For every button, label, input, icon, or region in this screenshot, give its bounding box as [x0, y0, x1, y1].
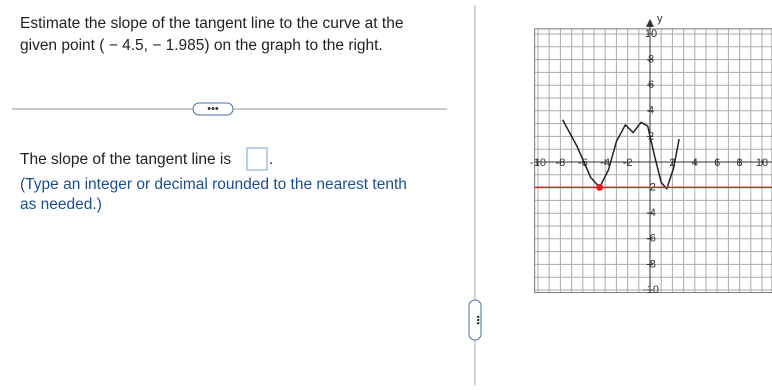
x-tick-label: -10 — [530, 157, 546, 169]
given-point — [596, 183, 604, 191]
x-tick-label: 4 — [692, 157, 698, 169]
axis-label: y — [657, 13, 663, 25]
y-tick-label: 2 — [648, 130, 654, 142]
y-tick-label: 10 — [645, 28, 657, 40]
answer-period: . — [269, 151, 273, 168]
x-tick-label: -8 — [556, 157, 566, 169]
handle-dots: ••• — [473, 315, 483, 324]
expand-button[interactable] — [192, 102, 234, 116]
x-tick-label: 6 — [714, 157, 720, 169]
expand-dots: ••• — [207, 103, 219, 115]
y-tick-label: 4 — [648, 105, 654, 117]
question-line: Estimate the slope of the tangent line t… — [20, 15, 403, 32]
plot-frame — [534, 28, 772, 294]
y-tick-label: 6 — [648, 79, 654, 91]
x-tick-label: 10 — [756, 157, 768, 169]
x-tick-label: -2 — [623, 157, 633, 169]
x-tick-label: -4 — [600, 157, 610, 169]
x-tick-label: 2 — [669, 157, 675, 169]
x-tick-label: -6 — [578, 157, 588, 169]
y-tick-label: -4 — [646, 207, 656, 219]
y-tick-label: -6 — [646, 233, 656, 245]
hint-line: as needed.) — [20, 196, 102, 213]
y-tick-label: 8 — [648, 54, 654, 66]
answer-prompt: The slope of the tangent line is — [20, 151, 231, 168]
y-tick-label: -10 — [643, 284, 659, 296]
y-tick-label: -8 — [646, 258, 656, 270]
hint-line: (Type an integer or decimal rounded to t… — [20, 176, 407, 193]
x-tick-label: 8 — [737, 157, 743, 169]
y-arrow — [646, 18, 654, 27]
question-line: given point ( − 4.5, − 1.985) on the gra… — [20, 37, 383, 54]
resize-handle[interactable] — [468, 299, 482, 341]
answer-input[interactable] — [246, 147, 268, 171]
